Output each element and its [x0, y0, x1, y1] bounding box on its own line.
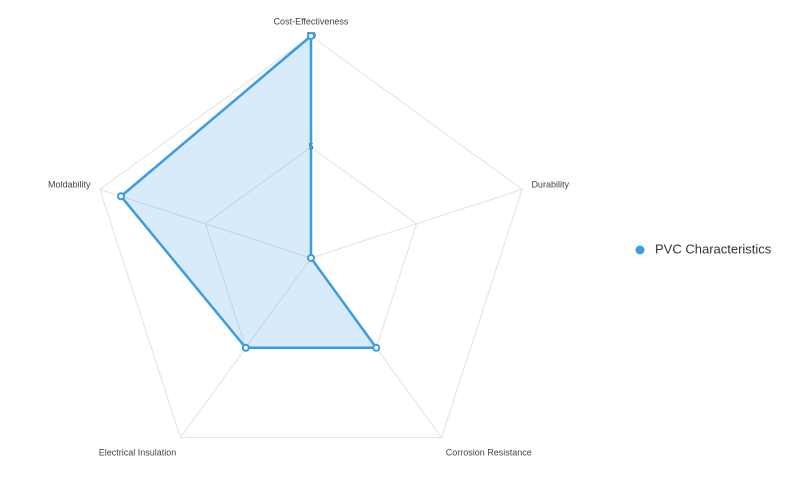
legend-marker [635, 245, 645, 255]
axis-line [310, 188, 523, 259]
axis-label: Cost-Effectiveness [274, 16, 349, 26]
radar-point [116, 192, 125, 201]
axis-label: Electrical Insulation [99, 447, 177, 457]
radar-point [372, 343, 381, 352]
axis-line [99, 188, 312, 259]
radar-point [241, 343, 250, 352]
axis-label: Corrosion Resistance [446, 447, 532, 457]
radar-point [307, 32, 315, 40]
axis-label: Moldability [48, 179, 91, 189]
radar-point [307, 254, 315, 262]
legend-label: PVC Characteristics [655, 241, 772, 256]
axis-label: Durability [531, 179, 569, 189]
legend: PVC Characteristics [635, 241, 772, 256]
radar-area [119, 33, 379, 350]
grid-ring [99, 35, 523, 439]
